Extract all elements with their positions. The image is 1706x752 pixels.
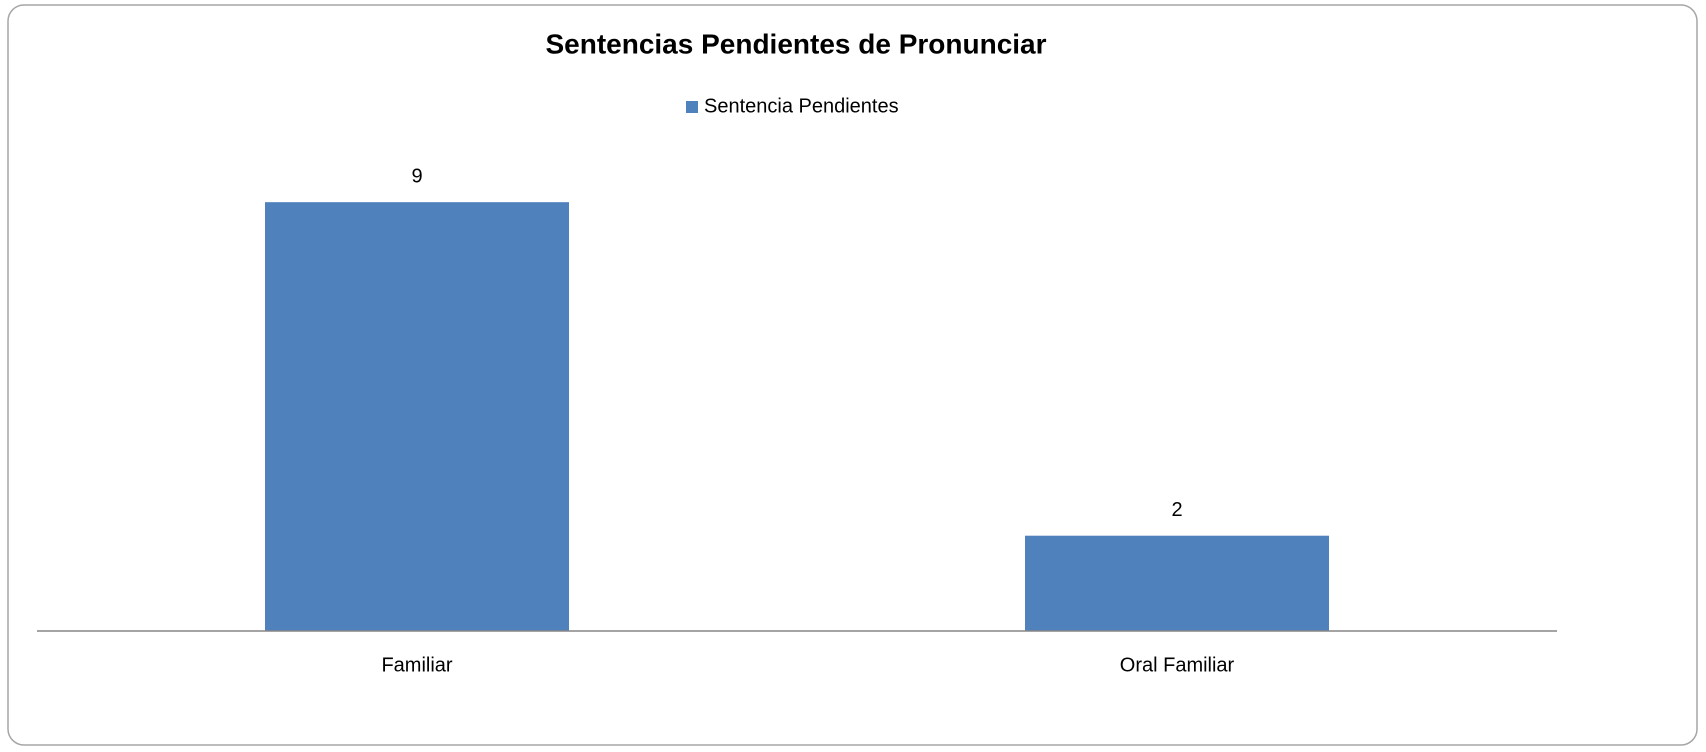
data-label: 2 — [1171, 499, 1182, 521]
data-label: 9 — [411, 165, 422, 187]
bar — [1025, 535, 1329, 631]
bar — [265, 202, 569, 631]
x-tick-label: Familiar — [381, 654, 452, 676]
chart-title: Sentencias Pendientes de Pronunciar — [545, 28, 1046, 59]
legend-label: Sentencia Pendientes — [704, 95, 899, 117]
x-tick-label: Oral Familiar — [1120, 654, 1235, 676]
legend-swatch — [686, 101, 698, 113]
